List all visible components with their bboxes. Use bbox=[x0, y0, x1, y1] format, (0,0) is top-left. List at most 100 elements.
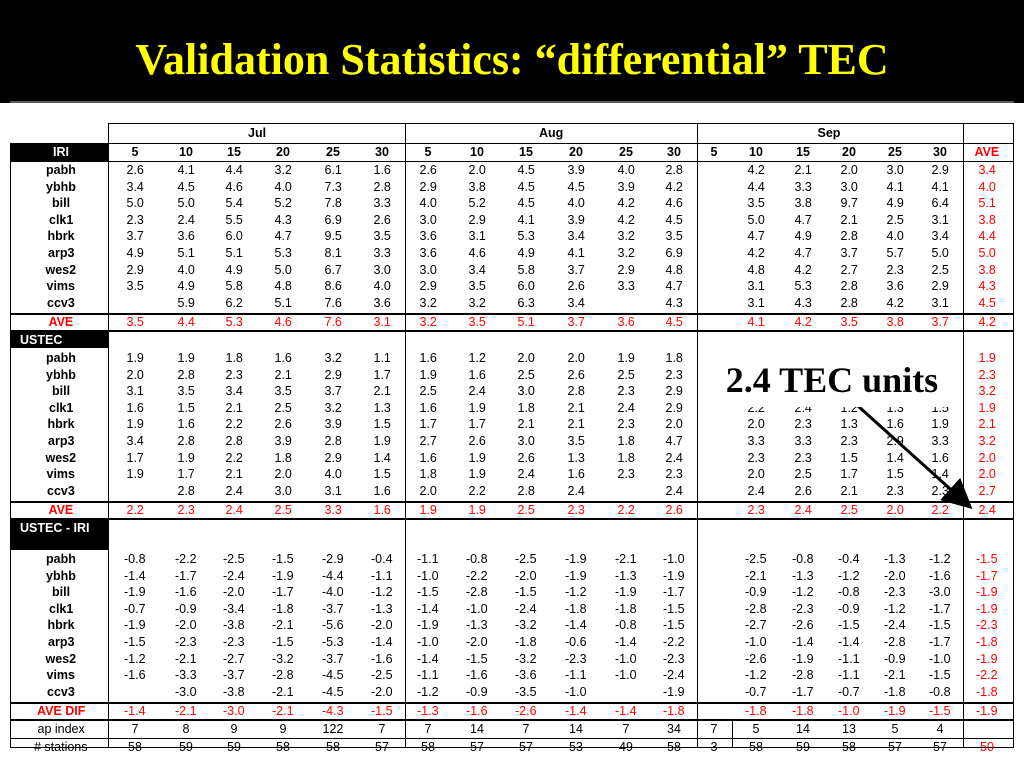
table-cell: -4.5 bbox=[322, 668, 344, 683]
table-cell: -2.6 bbox=[515, 704, 537, 719]
section-header: USTEC - IRI bbox=[20, 521, 90, 535]
table-cell: 3.0 bbox=[840, 179, 858, 194]
table-cell: 2.9 bbox=[931, 163, 949, 177]
table-cell: 59 bbox=[796, 740, 810, 754]
table-cell: -1.8 bbox=[663, 704, 685, 719]
table-cell: 2.9 bbox=[468, 212, 486, 227]
table-cell: 59 bbox=[179, 740, 193, 754]
table-cell: 5.2 bbox=[274, 196, 292, 211]
table-cell: 3.3 bbox=[747, 434, 765, 448]
row-label: arp3 bbox=[48, 635, 75, 649]
table-cell: 1.9 bbox=[126, 467, 144, 482]
table-cell: 2.9 bbox=[665, 384, 683, 399]
table-cell: -1.5 bbox=[466, 651, 488, 666]
table-cell: 1.9 bbox=[126, 351, 144, 365]
table-cell: -4.3 bbox=[322, 704, 344, 719]
table-cell: 2.0 bbox=[274, 467, 292, 482]
table-cell: -2.1 bbox=[615, 552, 637, 566]
table-cell: 2.3 bbox=[617, 384, 635, 399]
table-cell: 2.5 bbox=[274, 503, 292, 518]
table-cell: 4.0 bbox=[274, 179, 292, 194]
table-cell: 4.0 bbox=[177, 262, 195, 277]
table-cell: 59 bbox=[227, 740, 241, 754]
table-cell: 3.5 bbox=[126, 279, 144, 294]
table-cell: 2.0 bbox=[747, 417, 765, 432]
row-label: arp3 bbox=[48, 434, 75, 448]
table-cell: 2.4 bbox=[794, 503, 812, 518]
table-cell: 2.1 bbox=[373, 384, 391, 399]
table-cell: 3.4 bbox=[567, 229, 585, 244]
table-cell: -2.0 bbox=[371, 618, 393, 633]
table-cell: -0.8 bbox=[929, 684, 951, 699]
row-label: clk1 bbox=[49, 400, 74, 415]
table-cell: -2.1 bbox=[272, 684, 294, 699]
table-cell: 2.3 bbox=[665, 467, 683, 482]
table-cell: -2.2 bbox=[976, 668, 998, 683]
table-cell: -1.9 bbox=[565, 568, 587, 583]
table-cell: -0.4 bbox=[838, 552, 860, 566]
table-cell: 3.3 bbox=[324, 503, 342, 518]
table-cell: 4.2 bbox=[665, 179, 683, 194]
table-cell: 14 bbox=[470, 722, 484, 736]
table-cell: 2.9 bbox=[324, 367, 342, 382]
table-cell: 2.8 bbox=[840, 279, 858, 294]
row-label: clk1 bbox=[49, 212, 74, 227]
table-cell: 2.2 bbox=[225, 417, 243, 432]
table-cell: 1.6 bbox=[468, 367, 486, 382]
table-cell: 1.7 bbox=[419, 417, 437, 432]
table-cell: 2.3 bbox=[617, 467, 635, 482]
table-cell: -1.4 bbox=[417, 601, 439, 616]
table-cell: 4.7 bbox=[665, 279, 683, 294]
table-cell: 2.3 bbox=[886, 483, 904, 498]
table-cell: -2.0 bbox=[466, 635, 488, 649]
table-cell: 3.7 bbox=[840, 246, 858, 260]
table-cell: -1.8 bbox=[976, 635, 998, 649]
table-cell: 3.5 bbox=[468, 279, 486, 294]
table-cell: 3.3 bbox=[794, 434, 812, 448]
table-cell: 5.1 bbox=[177, 246, 195, 260]
table-cell: 57 bbox=[933, 740, 947, 754]
table-cell: 5.3 bbox=[517, 229, 535, 244]
table-cell: -2.8 bbox=[272, 668, 294, 683]
row-label: ybhb bbox=[46, 179, 76, 194]
table-cell: 8.1 bbox=[324, 246, 342, 260]
table-cell: 5.0 bbox=[747, 212, 765, 227]
table-cell: -2.3 bbox=[565, 651, 587, 666]
table-cell: 7 bbox=[622, 722, 630, 736]
row-label: ccv3 bbox=[47, 684, 75, 699]
table-cell: 1.6 bbox=[419, 400, 437, 415]
table-cell: -1.9 bbox=[792, 651, 814, 666]
table-cell: 58 bbox=[276, 740, 290, 754]
table-cell: 4.5 bbox=[978, 295, 996, 310]
table-cell: 2.9 bbox=[931, 279, 949, 294]
footer-divider bbox=[732, 720, 733, 748]
table-cell: 6.9 bbox=[324, 212, 342, 227]
table-cell: 2.3 bbox=[567, 503, 585, 518]
table-cell: 2.3 bbox=[978, 367, 996, 382]
table-cell: -2.6 bbox=[745, 651, 767, 666]
table-cell: 5.4 bbox=[225, 196, 243, 211]
row-label: wes2 bbox=[45, 450, 77, 465]
table-cell: 2.4 bbox=[177, 212, 195, 227]
table-cell: 1.4 bbox=[931, 467, 949, 482]
table-cell: -1.6 bbox=[929, 568, 951, 583]
row-label: hbrk bbox=[47, 618, 75, 633]
table-cell: 3.0 bbox=[373, 262, 391, 277]
table-cell: -1.4 bbox=[838, 635, 860, 649]
table-cell: -1.1 bbox=[565, 668, 587, 683]
table-cell: 3 bbox=[710, 740, 718, 754]
table-cell: 3.1 bbox=[931, 212, 949, 227]
table-cell: 4.8 bbox=[665, 262, 683, 277]
table-cell: 2.1 bbox=[840, 483, 858, 498]
table-cell: 3.9 bbox=[567, 163, 585, 177]
table-cell: -2.4 bbox=[223, 568, 245, 583]
page-title: Validation Statistics: “differential” TE… bbox=[135, 35, 889, 84]
table-cell: 4 bbox=[936, 722, 944, 736]
table-cell: 1.5 bbox=[373, 417, 391, 432]
table-cell: 3.2 bbox=[274, 163, 292, 177]
table-cell: -1.2 bbox=[929, 552, 951, 566]
table-cell: 1.9 bbox=[468, 450, 486, 465]
row-label: pabh bbox=[46, 351, 76, 365]
title-bar: Validation Statistics: “differential” TE… bbox=[0, 0, 1024, 103]
table-cell: 4.1 bbox=[886, 179, 904, 194]
